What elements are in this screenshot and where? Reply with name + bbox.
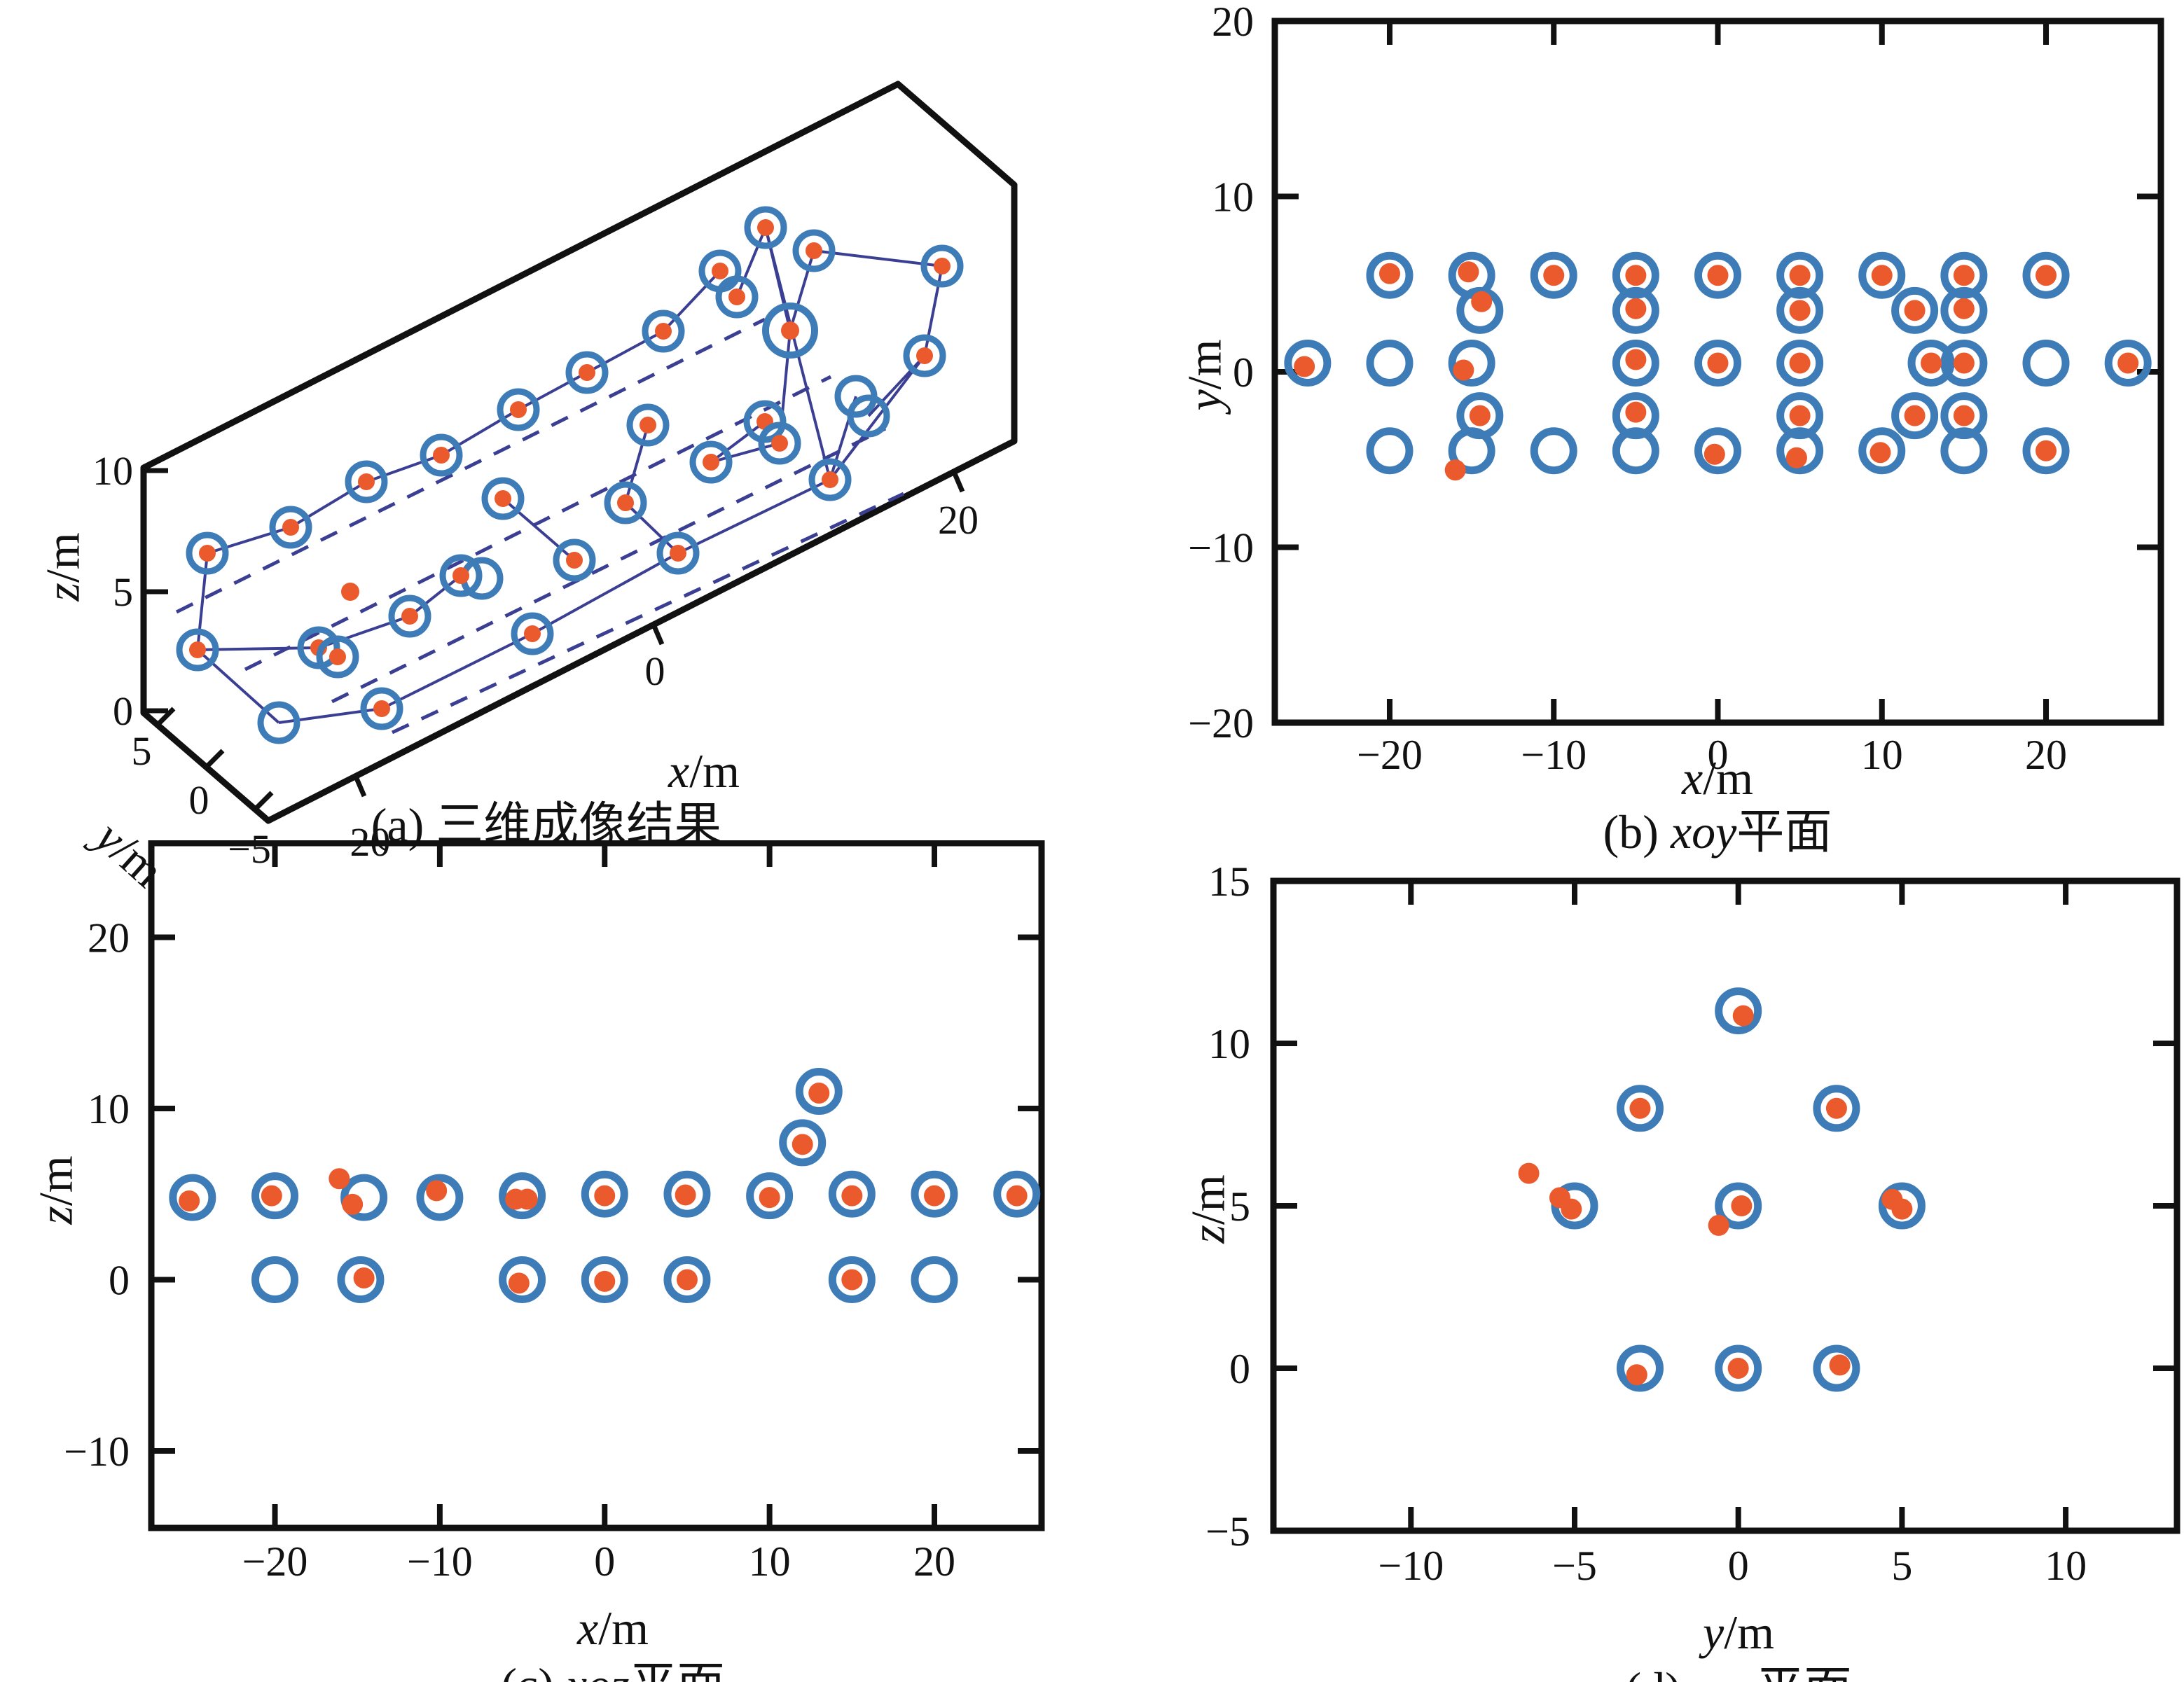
panel-d-caption: (d) yoz平面 bbox=[1458, 1650, 2019, 1682]
svg-text:0: 0 bbox=[1233, 349, 1254, 396]
svg-text:15: 15 bbox=[1208, 859, 1250, 905]
svg-text:0: 0 bbox=[109, 1257, 130, 1303]
caption-prefix: (c) bbox=[501, 1658, 565, 1682]
axis-unit: /m bbox=[29, 1155, 83, 1207]
panel-c-xoz-plane: −20 −10 0 10 20 20 10 0 −10 z/m x/m (c) xoz平面 bbox=[0, 840, 1156, 1682]
svg-text:−10: −10 bbox=[1378, 1543, 1444, 1589]
svg-text:−20: −20 bbox=[1188, 700, 1254, 746]
axis-unit: /m bbox=[1703, 751, 1753, 805]
panel-b-x-axis-label: x/m bbox=[1612, 751, 1823, 806]
svg-text:10: 10 bbox=[2045, 1543, 2087, 1589]
yoz-scatter-canvas: −10 −5 0 5 10 15 10 5 0 −5 bbox=[1205, 859, 2180, 1589]
svg-text:−5: −5 bbox=[228, 826, 271, 872]
svg-text:−10: −10 bbox=[407, 1538, 473, 1585]
axis-var: x bbox=[668, 744, 690, 798]
svg-text:0: 0 bbox=[189, 777, 209, 823]
svg-text:10: 10 bbox=[1212, 174, 1254, 221]
caption-suffix: 平面 bbox=[630, 1658, 725, 1682]
axis-var: x bbox=[577, 1601, 599, 1655]
axis-var: z bbox=[36, 583, 90, 602]
svg-text:0: 0 bbox=[645, 648, 665, 694]
svg-text:10: 10 bbox=[88, 1086, 130, 1132]
svg-text:10: 10 bbox=[1861, 732, 1903, 778]
panel-c-x-axis-label: x/m bbox=[508, 1601, 718, 1656]
svg-text:−10: −10 bbox=[1188, 525, 1254, 571]
caption-prefix: (b) bbox=[1603, 805, 1671, 859]
xoy-scatter-canvas: −20 −10 0 10 20 20 10 0 −10 −20 bbox=[1188, 0, 2164, 778]
caption-prefix: (d) bbox=[1626, 1662, 1693, 1682]
svg-text:−20: −20 bbox=[1357, 732, 1423, 778]
axis-unit: /m bbox=[1724, 1606, 1774, 1659]
panel-d-x-axis-label: y/m bbox=[1633, 1605, 1844, 1660]
svg-text:0: 0 bbox=[1728, 1543, 1749, 1589]
svg-text:−10: −10 bbox=[64, 1429, 130, 1475]
caption-var: yoz bbox=[1693, 1662, 1757, 1682]
panel-b-y-axis-label: y/m bbox=[1177, 319, 1233, 431]
svg-text:−10: −10 bbox=[1521, 732, 1587, 778]
svg-text:0: 0 bbox=[113, 688, 133, 734]
caption-suffix: 平面 bbox=[1756, 1662, 1851, 1682]
panel-d-yoz-plane: −10 −5 0 5 10 15 10 5 0 −5 z/m y/m (d) yoz平面 bbox=[1156, 840, 2184, 1682]
axis-unit: /m bbox=[36, 532, 90, 583]
axis-var: y bbox=[1703, 1606, 1725, 1659]
axis-unit: /m bbox=[1181, 1174, 1235, 1225]
svg-text:5: 5 bbox=[113, 569, 133, 615]
caption-var: xoz bbox=[566, 1658, 630, 1682]
svg-text:−5: −5 bbox=[1552, 1543, 1597, 1589]
svg-text:5: 5 bbox=[132, 728, 152, 774]
svg-text:−5: −5 bbox=[1205, 1508, 1250, 1555]
panel-c-z-axis-label: z/m bbox=[29, 1134, 84, 1246]
axis-var: z bbox=[1181, 1225, 1235, 1244]
panel-b-caption: (b) xoy平面 bbox=[1437, 793, 1998, 862]
svg-text:20: 20 bbox=[938, 497, 979, 543]
svg-text:10: 10 bbox=[749, 1538, 791, 1585]
svg-text:20: 20 bbox=[88, 915, 130, 961]
svg-text:20: 20 bbox=[913, 1538, 955, 1585]
svg-text:0: 0 bbox=[1229, 1346, 1250, 1392]
panel-b-xoy-plane: −20 −10 0 10 20 20 10 0 −10 −20 y/m x/m (b) xoy平面 bbox=[1156, 0, 2184, 875]
axis-unit: /m bbox=[689, 744, 740, 798]
panel-a-3d-imaging-result: 10 5 0 5 0 −5 −20 0 20 z/m y/m x/m (a) 三维成像结果 bbox=[0, 0, 1121, 897]
svg-text:20: 20 bbox=[2025, 732, 2067, 778]
svg-text:10: 10 bbox=[1208, 1021, 1250, 1067]
axis-var: z bbox=[29, 1206, 83, 1225]
panel-c-caption: (c) xoz平面 bbox=[333, 1646, 893, 1682]
axis-var: y bbox=[1177, 389, 1231, 411]
svg-text:5: 5 bbox=[1891, 1543, 1912, 1589]
axis-unit: /m bbox=[1177, 339, 1231, 390]
xoz-scatter-canvas: −20 −10 0 10 20 20 10 0 −10 bbox=[64, 840, 1045, 1585]
axis-var: x bbox=[1682, 751, 1703, 805]
panel-a-z-axis-label: z/m bbox=[36, 518, 91, 616]
svg-text:0: 0 bbox=[1708, 732, 1729, 778]
panel-d-z-axis-label: z/m bbox=[1181, 1153, 1236, 1265]
svg-text:−20: −20 bbox=[242, 1538, 308, 1585]
svg-text:0: 0 bbox=[594, 1538, 615, 1585]
caption-suffix: 平面 bbox=[1736, 805, 1832, 859]
panel-a-x-axis-label: x/m bbox=[599, 744, 809, 799]
svg-text:5: 5 bbox=[1229, 1183, 1250, 1230]
svg-text:20: 20 bbox=[1212, 0, 1254, 45]
svg-text:10: 10 bbox=[92, 448, 133, 494]
axis-unit: /m bbox=[598, 1601, 649, 1655]
caption-var: xoy bbox=[1670, 805, 1737, 859]
